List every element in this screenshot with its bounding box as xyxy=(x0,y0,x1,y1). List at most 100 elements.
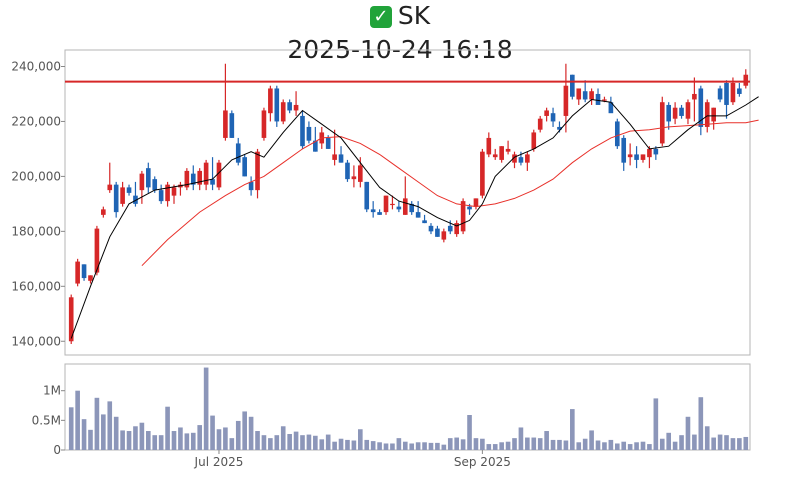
candlestick xyxy=(313,126,318,152)
volume-bar xyxy=(101,414,106,450)
candlestick xyxy=(274,85,280,127)
volume-bar xyxy=(415,442,421,450)
candlestick xyxy=(595,88,601,105)
candlestick xyxy=(145,162,151,193)
volume-bar xyxy=(647,444,652,450)
candlestick xyxy=(75,258,80,287)
candle-body xyxy=(698,88,704,127)
candle-body xyxy=(647,148,652,158)
volume-bar xyxy=(717,434,723,450)
volume-bar xyxy=(345,439,350,450)
volume-bar xyxy=(704,426,710,450)
candlestick xyxy=(672,102,678,125)
candlestick xyxy=(544,107,549,122)
volume-bar xyxy=(666,432,672,450)
candle-body xyxy=(653,148,659,155)
candlestick xyxy=(608,96,614,114)
volume-bar xyxy=(698,397,704,450)
candlestick xyxy=(570,74,575,100)
volume-bar xyxy=(480,438,485,450)
candlestick xyxy=(223,63,228,141)
volume-bar xyxy=(602,442,607,450)
candle-body xyxy=(274,88,280,122)
candlestick xyxy=(235,137,241,166)
candlestick xyxy=(210,157,215,191)
candlestick xyxy=(338,146,344,163)
candlestick xyxy=(370,201,376,218)
candle-body xyxy=(313,140,318,152)
candle-body xyxy=(563,85,569,116)
candle-body xyxy=(602,99,607,101)
candle-body xyxy=(280,102,286,122)
candlestick xyxy=(94,225,100,276)
candlestick xyxy=(415,201,421,218)
volume-bar xyxy=(672,441,678,450)
volume-bar xyxy=(300,435,305,450)
volume-bar xyxy=(589,430,594,450)
volume-bar xyxy=(223,427,228,450)
volume-bar xyxy=(313,435,318,450)
candlestick xyxy=(203,159,209,191)
volume-bar xyxy=(441,444,447,450)
volume-bar xyxy=(730,438,736,450)
volume-bar xyxy=(505,441,511,450)
volume-bar xyxy=(595,440,601,450)
volume-bar xyxy=(640,441,646,450)
candlestick xyxy=(647,146,652,169)
volume-bar xyxy=(537,438,543,450)
candlestick xyxy=(621,135,627,171)
candlestick xyxy=(659,96,665,147)
volume-bar xyxy=(268,438,273,450)
volume-bar xyxy=(261,435,267,450)
volume-bar xyxy=(107,401,113,450)
x-axis-tick-label: Jul 2025 xyxy=(194,455,244,469)
candlestick xyxy=(505,140,511,155)
volume-bar xyxy=(81,419,87,450)
volume-bar xyxy=(409,443,415,450)
candle-body xyxy=(505,148,511,152)
volume-bar xyxy=(544,431,549,450)
candle-body xyxy=(473,198,479,207)
candle-body xyxy=(557,126,562,130)
candlestick xyxy=(576,88,582,105)
candle-body xyxy=(422,220,427,224)
price-y-tick-label: 160,000 xyxy=(11,279,61,293)
candle-body xyxy=(223,110,228,138)
price-y-tick-label: 180,000 xyxy=(11,224,61,238)
candle-body xyxy=(737,88,742,94)
volume-bar xyxy=(492,444,498,450)
candle-body xyxy=(165,184,170,202)
candlestick xyxy=(248,176,254,196)
volume-bar xyxy=(621,441,627,450)
volume-bar xyxy=(274,435,280,450)
candlestick xyxy=(698,85,704,136)
candlestick xyxy=(178,181,183,196)
candle-body xyxy=(531,132,537,149)
volume-bar xyxy=(351,440,357,450)
volume-bar xyxy=(512,438,517,450)
candle-body xyxy=(293,104,299,111)
candlestick xyxy=(711,107,716,130)
candle-body xyxy=(402,198,408,215)
candle-body xyxy=(499,146,504,160)
candlestick xyxy=(351,165,357,188)
candle-body xyxy=(113,184,119,213)
price-y-tick-label: 220,000 xyxy=(11,114,61,128)
volume-bar xyxy=(68,407,74,450)
volume-bar xyxy=(255,431,260,450)
volume-bar xyxy=(743,436,749,450)
volume-bar xyxy=(287,433,292,450)
candle-body xyxy=(358,165,363,182)
volume-bar xyxy=(210,415,215,450)
volume-bar xyxy=(139,422,145,450)
candle-body xyxy=(634,154,639,160)
candlestick xyxy=(422,214,427,224)
candle-body xyxy=(120,187,125,204)
candle-body xyxy=(512,154,517,163)
candle-body xyxy=(435,228,440,237)
candlestick xyxy=(358,157,363,188)
candle-body xyxy=(351,176,357,180)
volume-bar xyxy=(685,416,691,450)
volume-bar xyxy=(325,434,331,450)
candle-body xyxy=(332,154,337,160)
